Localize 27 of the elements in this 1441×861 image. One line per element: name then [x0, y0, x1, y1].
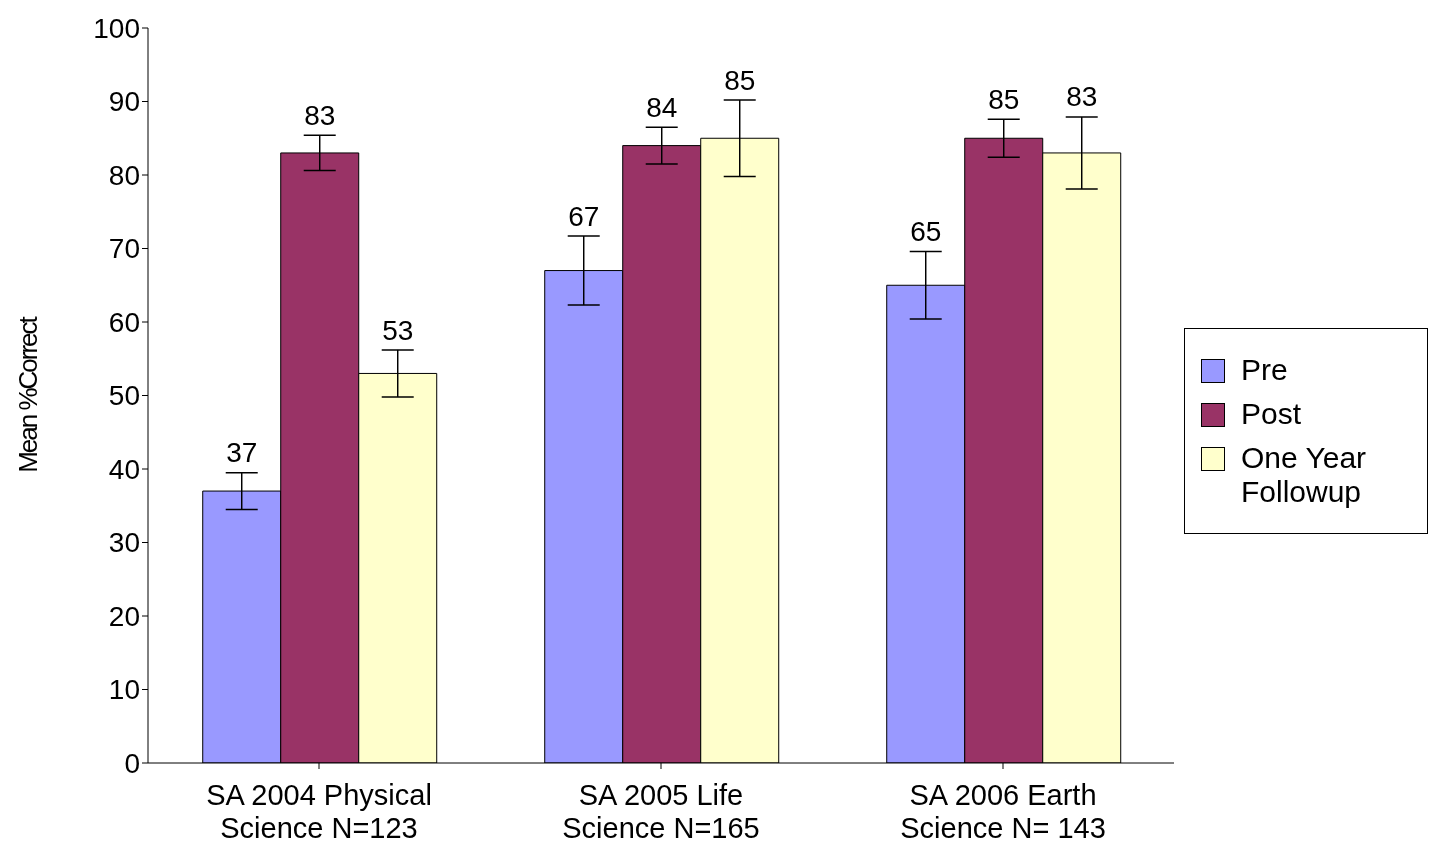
- data-label: 65: [910, 216, 942, 248]
- y-tick-label: 10: [108, 674, 140, 706]
- x-tick-label: SA 2005 Life Science N=165: [562, 779, 760, 845]
- data-label: 53: [382, 314, 414, 346]
- y-tick-label: 0: [124, 747, 140, 779]
- y-tick-label: 80: [108, 159, 140, 191]
- y-tick-label: 90: [108, 86, 140, 118]
- x-tick-label: SA 2006 Earth Science N= 143: [900, 779, 1106, 845]
- data-label: 84: [646, 92, 678, 123]
- y-axis-title: Mean %Correct: [13, 315, 44, 473]
- data-label: 85: [988, 83, 1020, 115]
- y-tick-label: 100: [93, 12, 140, 44]
- y-tick-label: 50: [108, 380, 140, 412]
- legend-label: Post: [1241, 396, 1302, 431]
- y-tick-label: 70: [108, 233, 140, 265]
- data-label: 37: [226, 437, 258, 469]
- y-tick-label: 20: [108, 600, 140, 632]
- data-label: 83: [1066, 81, 1098, 113]
- data-label: 83: [304, 100, 336, 132]
- legend-label: Pre: [1241, 352, 1288, 387]
- data-label: 67: [568, 200, 600, 232]
- x-tick-label: SA 2004 Physical Science N=123: [206, 779, 432, 845]
- y-tick-label: 60: [108, 306, 140, 338]
- y-tick-label: 40: [108, 453, 140, 485]
- y-tick-label: 30: [108, 527, 140, 559]
- data-label: 85: [724, 64, 756, 96]
- legend-label: One Year Followup: [1241, 440, 1368, 509]
